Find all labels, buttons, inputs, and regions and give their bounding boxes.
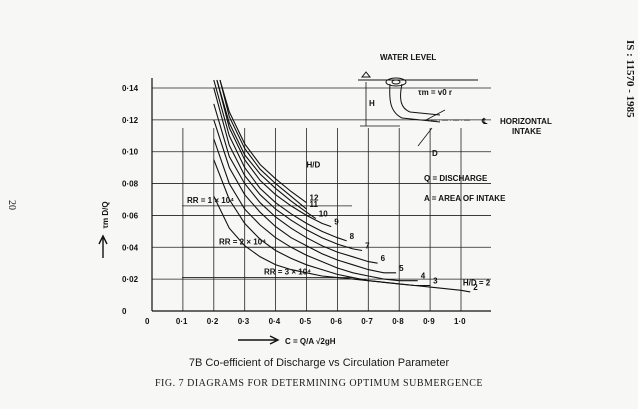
- y-tick-label: 0·08: [122, 180, 139, 189]
- hd2-annotation: H/D = 2: [463, 279, 491, 288]
- curve-label: 3: [433, 277, 438, 286]
- reynolds-label: RR = 1 × 10⁴: [187, 196, 234, 205]
- y-axis-arrow: [98, 234, 108, 258]
- schematic-inset: WATER LEVEL H ℄ τm = v0 r HORIZONTAL INT…: [358, 53, 552, 158]
- x-tick-label: 0·9: [423, 317, 435, 326]
- hd-curve: [219, 79, 307, 204]
- curve-label: 10: [319, 210, 328, 219]
- curve-label: 6: [381, 254, 386, 263]
- curve-label: 7: [365, 241, 370, 250]
- page-number: 20: [6, 200, 17, 210]
- y-tick-label: 0·04: [122, 243, 139, 252]
- water-level-label: WATER LEVEL: [380, 53, 436, 62]
- d-arrow: [417, 109, 446, 147]
- d-label: D: [432, 149, 438, 158]
- curve-label: 2: [473, 283, 478, 292]
- y-tick-label: 0·14: [122, 84, 139, 93]
- hd-curve: [216, 79, 317, 220]
- x-tick-label: 0·6: [330, 317, 342, 326]
- y-tick-label: 0·10: [122, 148, 139, 157]
- hd-curve: [213, 87, 363, 252]
- hd-curve: [213, 159, 431, 287]
- x-tick-label: 0·2: [207, 317, 219, 326]
- x-tick-label: 0·1: [176, 317, 188, 326]
- hd-curve: [213, 196, 471, 293]
- free-surface-marker: [360, 71, 372, 78]
- hd-curve: [213, 79, 347, 242]
- vortex-icon: [385, 77, 407, 87]
- hd-curve: [213, 119, 397, 274]
- y-tick-label: 0·12: [122, 116, 139, 125]
- vortex-funnel: [389, 83, 441, 123]
- curve-label: 9: [334, 218, 339, 227]
- x-tick-label: 0: [145, 317, 150, 326]
- x-tick-label: 0·3: [238, 317, 250, 326]
- x-axis-title: C = Q/A √2gH: [285, 337, 336, 346]
- curve-label: 4: [421, 272, 426, 281]
- y-tick-label: 0: [122, 307, 127, 316]
- reynolds-label: RR = 2 × 10⁴: [219, 237, 266, 246]
- curve-label: 11: [310, 200, 319, 209]
- y-tick-label: 0·06: [122, 211, 139, 220]
- y-tick-label: 0·02: [122, 275, 139, 284]
- x-axis-arrow: [238, 335, 280, 345]
- caption-7b: 7B Co-efficient of Discharge vs Circulat…: [188, 357, 450, 369]
- reynolds-label: RR = 3 × 10⁴: [264, 268, 311, 277]
- standard-reference: IS : 11570 - 1985: [624, 40, 636, 118]
- hd-curve: [219, 79, 307, 210]
- y-axis-title: τm D/Q: [101, 201, 110, 228]
- x-tick-label: 0·7: [361, 317, 373, 326]
- curve-label: 5: [399, 264, 404, 273]
- tau-formula: τm = v0 r: [418, 88, 452, 97]
- horizontal-label: HORIZONTAL: [500, 117, 552, 126]
- x-tick-label: 0·8: [392, 317, 404, 326]
- x-tick-label: 0·4: [269, 317, 281, 326]
- x-tick-label: 0·5: [300, 317, 312, 326]
- note-area: A = AREA OF INTAKE: [424, 194, 506, 203]
- intake-label: INTAKE: [512, 127, 542, 136]
- hd-family-label: H/D: [307, 161, 321, 170]
- figure-caption: FIG. 7 DIAGRAMS FOR DETERMINING OPTIMUM …: [154, 378, 484, 389]
- hd-curve: [213, 138, 418, 282]
- x-tick-label: 1·0: [454, 317, 466, 326]
- curve-label: 12: [310, 194, 319, 203]
- h-label: H: [369, 99, 375, 108]
- centerline-symbol: ℄: [481, 117, 488, 126]
- axes: 0 0·02 0·04 0·06 0·08 0·10 0·12 0·14 0 0·1 0·2 0·3 0…: [122, 78, 491, 326]
- hd-curve: [213, 103, 378, 264]
- note-discharge: Q = DISCHARGE: [424, 174, 488, 183]
- curve-label: 8: [350, 232, 355, 241]
- hd-curve: [216, 79, 332, 228]
